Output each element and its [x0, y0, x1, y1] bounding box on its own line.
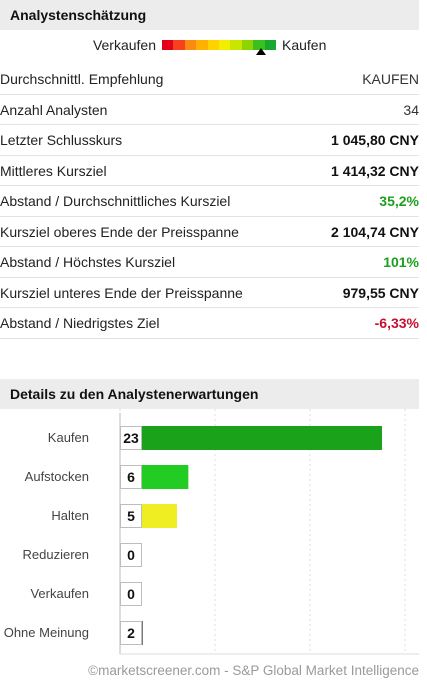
- bar-value-label: 6: [120, 465, 142, 489]
- scale-segment: [253, 40, 265, 50]
- scale-segment: [162, 40, 174, 50]
- estimate-row: Abstand / Durchschnittliches Kursziel 35,…: [0, 186, 419, 217]
- category-label: Verkaufen: [30, 586, 89, 601]
- bar-value-label: 5: [120, 504, 142, 528]
- estimate-row-value: KAUFEN: [362, 71, 419, 87]
- analyst-estimate-title: Analystenschätzung: [10, 7, 147, 23]
- estimate-row-value: -6,33%: [374, 315, 419, 331]
- copyright-text: ©marketscreener.com - S&P Global Market …: [88, 663, 419, 678]
- scale-segment: [219, 40, 231, 50]
- bar-value-label: 0: [120, 543, 142, 567]
- estimate-row: Durchschnittl. Empfehlung KAUFEN: [0, 64, 419, 95]
- details-title: Details zu den Analystenerwartungen: [10, 386, 259, 402]
- estimate-row-value: 2 104,74 CNY: [331, 223, 419, 240]
- estimate-row-value: 979,55 CNY: [342, 284, 419, 301]
- estimate-row: Anzahl Analysten 34: [0, 95, 419, 125]
- estimate-row: Kursziel unteres Ende der Preisspanne 979…: [0, 278, 419, 308]
- scale-segment: [264, 40, 277, 50]
- bar-value-label: 0: [120, 582, 142, 606]
- scale-segment: [241, 40, 254, 50]
- bar-value-label: 23: [120, 426, 142, 450]
- estimate-row-label: Letzter Schlusskurs: [0, 132, 123, 148]
- chart-canvas: [119, 409, 419, 655]
- scale-segment: [173, 40, 185, 50]
- analyst-expectations-chart: Kaufen 23 Aufstocken 6 Halten 5 Reduzieren 0 Ver…: [0, 409, 427, 661]
- estimate-table: Durchschnittl. Empfehlung KAUFEN Anzahl An…: [0, 64, 419, 339]
- category-label: Kaufen: [47, 430, 89, 445]
- scale-marker-icon: [256, 48, 267, 55]
- details-header: Details zu den Analystenerwartungen: [0, 379, 419, 409]
- estimate-row: Abstand / Niedrigstes Ziel -6,33%: [0, 308, 419, 339]
- scale-sell-label: Verkaufen: [92, 37, 156, 53]
- estimate-row-label: Abstand / Höchstes Kursziel: [0, 254, 176, 270]
- estimate-row: Letzter Schlusskurs 1 045,80 CNY: [0, 125, 419, 156]
- scale-segment: [230, 40, 242, 50]
- estimate-row-value: 34: [403, 101, 419, 118]
- estimate-row-value: 101%: [383, 254, 419, 270]
- chart-bar-kaufen: [120, 426, 382, 450]
- estimate-row-label: Kursziel oberes Ende der Preisspanne: [0, 223, 239, 240]
- scale-segment: [196, 40, 208, 50]
- scale-segment: [207, 40, 220, 50]
- estimate-row: Kursziel oberes Ende der Preisspanne 2 10…: [0, 217, 419, 247]
- category-label: Aufstocken: [24, 469, 89, 484]
- estimate-row-value: 1 414,32 CNY: [331, 162, 419, 179]
- category-label: Halten: [51, 508, 89, 523]
- bar-value-label: 2: [120, 621, 142, 645]
- estimate-row-value: 1 045,80 CNY: [331, 132, 419, 148]
- recommendation-scale: Verkaufen Kaufen: [0, 36, 427, 56]
- estimate-row-label: Mittleres Kursziel: [0, 162, 107, 179]
- estimate-row: Mittleres Kursziel 1 414,32 CNY: [0, 156, 419, 186]
- category-label: Ohne Meinung: [3, 625, 89, 640]
- scale-color-bar: [162, 40, 277, 50]
- analyst-estimate-header: Analystenschätzung: [0, 0, 419, 30]
- scale-buy-label: Kaufen: [282, 37, 327, 53]
- estimate-row-label: Abstand / Niedrigstes Ziel: [0, 315, 160, 331]
- scale-segment: [184, 40, 197, 50]
- estimate-row-label: Durchschnittl. Empfehlung: [0, 71, 164, 87]
- category-label: Reduzieren: [22, 547, 90, 562]
- estimate-row-label: Anzahl Analysten: [0, 101, 108, 118]
- estimate-row-value: 35,2%: [379, 193, 419, 209]
- estimate-row-label: Kursziel unteres Ende der Preisspanne: [0, 284, 243, 301]
- estimate-row-label: Abstand / Durchschnittliches Kursziel: [0, 193, 231, 209]
- estimate-row: Abstand / Höchstes Kursziel 101%: [0, 247, 419, 278]
